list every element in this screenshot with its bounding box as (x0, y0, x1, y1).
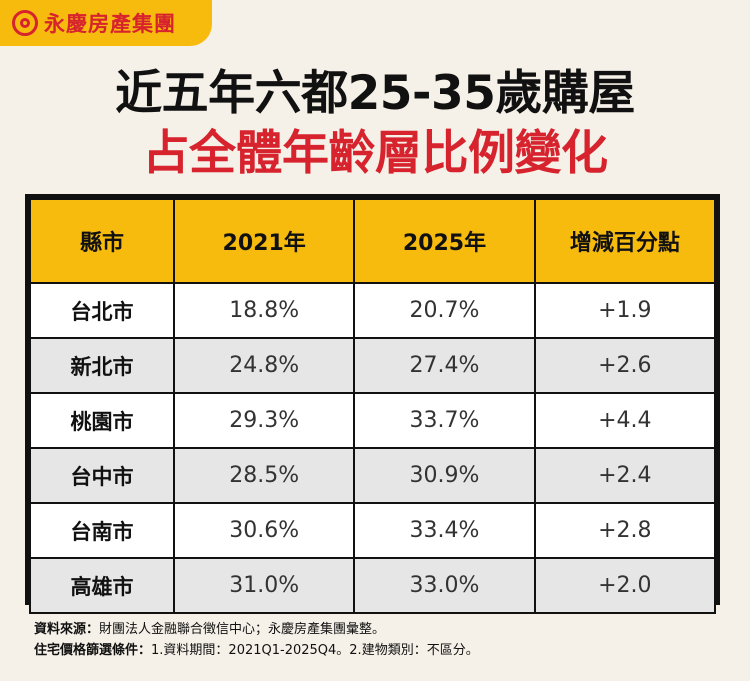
cell-city: 新北市 (29, 337, 175, 394)
column-header-city: 縣市 (29, 198, 175, 284)
cell-2025: 27.4% (353, 337, 536, 394)
column-header-change: 增減百分點 (533, 198, 717, 284)
cell-city: 台南市 (29, 502, 175, 559)
column-header-2021: 2021年 (172, 198, 356, 284)
filter-text: 1.資料期間：2021Q1-2025Q4。2.建物類別：不區分。 (151, 643, 479, 658)
cell-2025: 33.4% (353, 502, 536, 559)
cell-city: 桃園市 (29, 392, 175, 449)
cell-city: 台中市 (29, 447, 175, 504)
cell-2021: 24.8% (172, 337, 356, 394)
brand-name: 永慶房產集團 (44, 12, 176, 36)
cell-change: +2.4 (533, 447, 717, 504)
source-text: 財團法人金融聯合徵信中心；永慶房產集團彙整。 (99, 622, 386, 637)
cell-2021: 30.6% (172, 502, 356, 559)
source-note: 資料來源：財團法人金融聯合徵信中心；永慶房產集團彙整。 (34, 619, 479, 640)
cell-change: +4.4 (533, 392, 717, 449)
cell-change: +2.0 (533, 557, 717, 614)
cell-city: 高雄市 (29, 557, 175, 614)
filter-note: 住宅價格篩選條件：1.資料期間：2021Q1-2025Q4。2.建物類別：不區分… (34, 640, 479, 661)
logo-inner-ring (20, 18, 30, 28)
source-label: 資料來源： (34, 622, 100, 637)
table-row: 桃園市 29.3% 33.7% +4.4 (29, 392, 717, 449)
cell-2025: 33.0% (353, 557, 536, 614)
cell-2025: 33.7% (353, 392, 536, 449)
filter-label: 住宅價格篩選條件： (34, 643, 152, 658)
table-row: 台中市 28.5% 30.9% +2.4 (29, 447, 717, 504)
table-row: 新北市 24.8% 27.4% +2.6 (29, 337, 717, 394)
cell-change: +2.6 (533, 337, 717, 394)
cell-city: 台北市 (29, 282, 175, 339)
cell-change: +2.8 (533, 502, 717, 559)
column-header-2025: 2025年 (353, 198, 536, 284)
table-header-row: 縣市 2021年 2025年 增減百分點 (29, 198, 717, 284)
cell-2021: 31.0% (172, 557, 356, 614)
table-row: 台南市 30.6% 33.4% +2.8 (29, 502, 717, 559)
footnotes: 資料來源：財團法人金融聯合徵信中心；永慶房產集團彙整。 住宅價格篩選條件：1.資… (34, 619, 479, 661)
cell-2025: 20.7% (353, 282, 536, 339)
title-line-1: 近五年六都25-35歲購屋 (115, 66, 635, 121)
table-row: 高雄市 31.0% 33.0% +2.0 (29, 557, 717, 614)
cell-2025: 30.9% (353, 447, 536, 504)
cell-2021: 29.3% (172, 392, 356, 449)
brand-tab: 永慶房產集團 (0, 0, 212, 46)
cell-2021: 18.8% (172, 282, 356, 339)
title-line-2: 占全體年齡層比例變化 (142, 126, 609, 181)
circle-logo-icon (12, 10, 38, 36)
table-row: 台北市 18.8% 20.7% +1.9 (29, 282, 717, 339)
data-table-frame: 縣市 2021年 2025年 增減百分點 台北市 18.8% 20.7% +1.… (25, 194, 720, 614)
cell-change: +1.9 (533, 282, 717, 339)
data-table: 縣市 2021年 2025年 增減百分點 台北市 18.8% 20.7% +1.… (29, 198, 717, 614)
cell-2021: 28.5% (172, 447, 356, 504)
